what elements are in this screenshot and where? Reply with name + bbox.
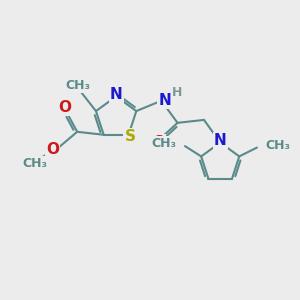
Text: N: N [110,87,122,102]
Text: O: O [58,100,71,115]
Text: O: O [152,135,165,150]
Text: O: O [46,142,59,157]
Text: CH₃: CH₃ [22,157,47,170]
Text: N: N [158,93,171,108]
Text: CH₃: CH₃ [265,139,290,152]
Text: CH₃: CH₃ [151,137,176,150]
Text: H: H [172,86,183,99]
Text: CH₃: CH₃ [66,79,91,92]
Text: S: S [124,129,136,144]
Text: N: N [214,133,226,148]
